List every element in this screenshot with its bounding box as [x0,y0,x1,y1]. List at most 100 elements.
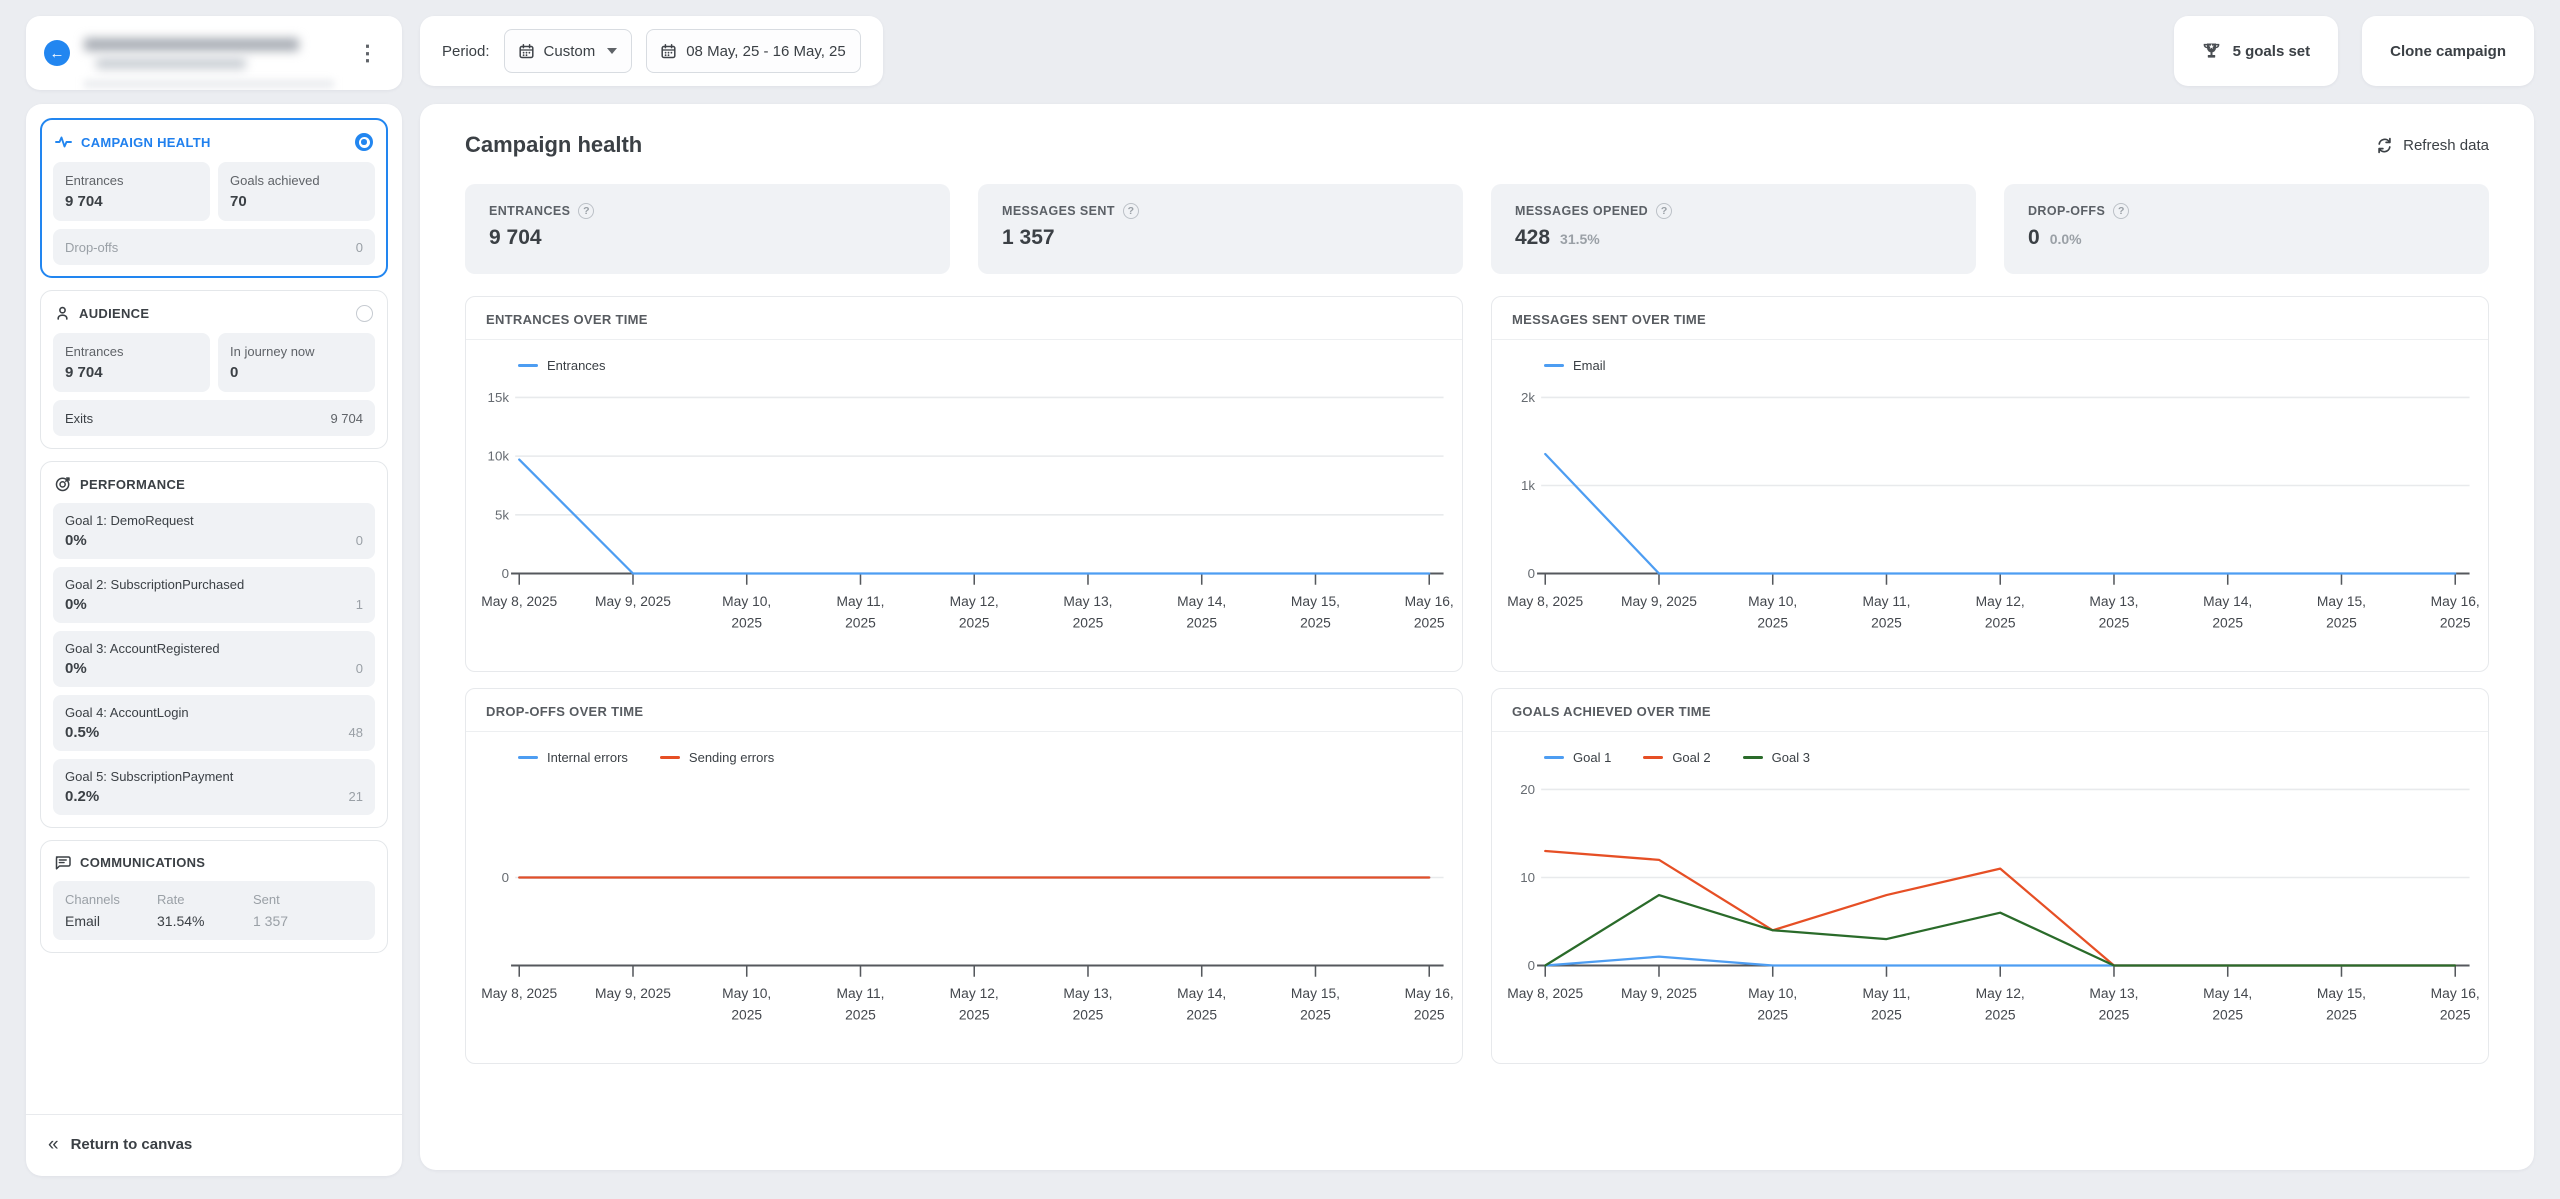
svg-text:May 11,: May 11, [1862,593,1910,609]
legend-item-goal-2[interactable]: Goal 2 [1643,750,1710,765]
svg-text:2025: 2025 [959,1007,990,1023]
legend-item-entrances[interactable]: Entrances [518,358,606,373]
svg-text:2025: 2025 [1871,1007,1902,1023]
svg-text:May 12,: May 12, [1976,985,2025,1001]
refresh-data-button[interactable]: Refresh data [2376,137,2489,154]
help-icon[interactable]: ? [1123,203,1139,219]
svg-text:2025: 2025 [2099,1007,2130,1023]
help-icon[interactable]: ? [578,203,594,219]
clone-campaign-button[interactable]: Clone campaign [2362,16,2534,86]
stats-row: ENTRANCES ? 9 704 MESSAGES SENT ? 1 357 [465,184,2489,274]
campaign-subtitle-redacted [96,58,246,69]
legend-item-internal-errors[interactable]: Internal errors [518,750,628,765]
svg-text:May 10,: May 10, [1748,593,1797,609]
sidebar-card-audience[interactable]: AUDIENCE Entrances 9 704 In journey now … [40,290,388,449]
svg-text:May 15,: May 15, [1291,593,1340,609]
col-header: Channels [65,892,157,907]
svg-text:2025: 2025 [2212,615,2243,631]
col-header: Sent [253,892,363,907]
svg-text:May 9, 2025: May 9, 2025 [595,593,671,609]
card-title: AUDIENCE [79,306,149,321]
legend-item-goal-3[interactable]: Goal 3 [1743,750,1810,765]
chart-card-entrances-over-time: ENTRANCES OVER TIMEEntrances05k10k15kMay… [465,296,1463,672]
svg-text:May 14,: May 14, [2203,985,2252,1001]
tile-value: 9 704 [65,364,198,381]
chart-card-drop-offs-over-time: DROP-OFFS OVER TIME Internal errors Sendin… [465,688,1463,1064]
refresh-data-label: Refresh data [2403,137,2489,154]
svg-text:May 11,: May 11, [836,593,884,609]
refresh-icon [2376,137,2393,154]
communications-table: Channels Rate Sent Email 31.54% 1 357 [53,881,375,940]
stat-sub-value: 31.5% [1560,231,1600,247]
campaign-name-blurred [84,38,351,69]
svg-text:2025: 2025 [1186,1007,1217,1023]
goal-pct: 0% [65,532,87,549]
chart-card-goals-achieved-over-time: GOALS ACHIEVED OVER TIMEGoal 1Goal 2Goal… [1491,688,2489,1064]
series-line-goal-2 [1545,851,2455,965]
period-bar: Period: Custom 08 May, 25 - 16 May, 25 [420,16,883,86]
legend-item-sending-errors[interactable]: Sending errors [660,750,774,765]
top-actions: ★ 5 goals set Clone campaign [2174,16,2534,86]
radio-selected-icon[interactable] [355,133,373,151]
chart-title: DROP-OFFS OVER TIME [466,689,1462,732]
period-type-select[interactable]: Custom [504,29,633,73]
svg-text:15k: 15k [488,390,510,405]
legend-item-goal-1[interactable]: Goal 1 [1544,750,1611,765]
svg-text:0: 0 [1528,566,1535,581]
svg-text:May 14,: May 14, [1177,985,1226,1001]
svg-text:2025: 2025 [845,615,876,631]
goal-count: 21 [349,789,363,804]
sidebar-card-communications: COMMUNICATIONS Channels Rate Sent Email … [40,840,388,953]
svg-text:★: ★ [2208,44,2214,51]
svg-text:May 13,: May 13, [2089,593,2138,609]
card-title: CAMPAIGN HEALTH [81,135,211,150]
target-icon [55,476,71,492]
svg-text:May 13,: May 13, [1063,985,1112,1001]
legend-swatch-icon [660,756,680,759]
svg-text:May 11,: May 11, [836,985,884,1001]
goal-label: Goal 1: DemoRequest [65,513,363,528]
pulse-icon [55,135,72,149]
stat-value: 0 [2028,226,2040,250]
svg-text:May 16,: May 16, [1405,985,1454,1001]
goal-label: Goal 2: SubscriptionPurchased [65,577,363,592]
svg-text:2025: 2025 [1414,1007,1445,1023]
card-title: PERFORMANCE [80,477,185,492]
chart-legend: Email [1544,358,2488,373]
svg-text:May 9, 2025: May 9, 2025 [1621,985,1697,1001]
svg-text:May 8, 2025: May 8, 2025 [1507,593,1583,609]
back-button[interactable]: ← [44,40,70,66]
return-to-canvas-button[interactable]: « Return to canvas [40,1115,388,1162]
svg-text:2025: 2025 [1985,615,2016,631]
legend-label: Goal 2 [1672,750,1710,765]
goals-set-label: 5 goals set [2233,43,2311,60]
svg-text:2025: 2025 [2440,1007,2471,1023]
date-range-value: 08 May, 25 - 16 May, 25 [686,43,846,60]
help-icon[interactable]: ? [1656,203,1672,219]
radio-unselected-icon[interactable] [356,305,373,322]
svg-text:May 13,: May 13, [1063,593,1112,609]
chart-title: MESSAGES SENT OVER TIME [1492,297,2488,340]
audience-exits-row: Exits 9 704 [53,400,375,436]
goal-pct: 0.2% [65,788,99,805]
legend-item-email[interactable]: Email [1544,358,1606,373]
campaign-health-content: Campaign health Refresh data ENTRANCES ?… [420,104,2534,1170]
date-range-picker[interactable]: 08 May, 25 - 16 May, 25 [646,29,861,73]
audience-entrances-tile: Entrances 9 704 [53,333,210,392]
legend-label: Goal 3 [1772,750,1810,765]
goal-count: 0 [356,533,363,548]
sidebar-card-campaign-health[interactable]: CAMPAIGN HEALTH Entrances 9 704 Goals ac… [40,118,388,278]
goal-pct: 0% [65,660,87,677]
svg-text:20: 20 [1520,782,1535,797]
goals-set-button[interactable]: ★ 5 goals set [2174,16,2339,86]
series-line-email [1545,454,2455,573]
campaign-menu-kebab-icon[interactable]: ⋮ [351,39,384,68]
card-title: COMMUNICATIONS [80,855,205,870]
help-icon[interactable]: ? [2113,203,2129,219]
topbar: Period: Custom 08 May, 25 - 16 May, 25 ★… [420,16,2534,86]
svg-text:2025: 2025 [1300,1007,1331,1023]
goal-count: 1 [356,597,363,612]
legend-swatch-icon [1544,364,1564,367]
stat-value: 428 [1515,226,1550,250]
svg-text:May 16,: May 16, [2431,985,2480,1001]
